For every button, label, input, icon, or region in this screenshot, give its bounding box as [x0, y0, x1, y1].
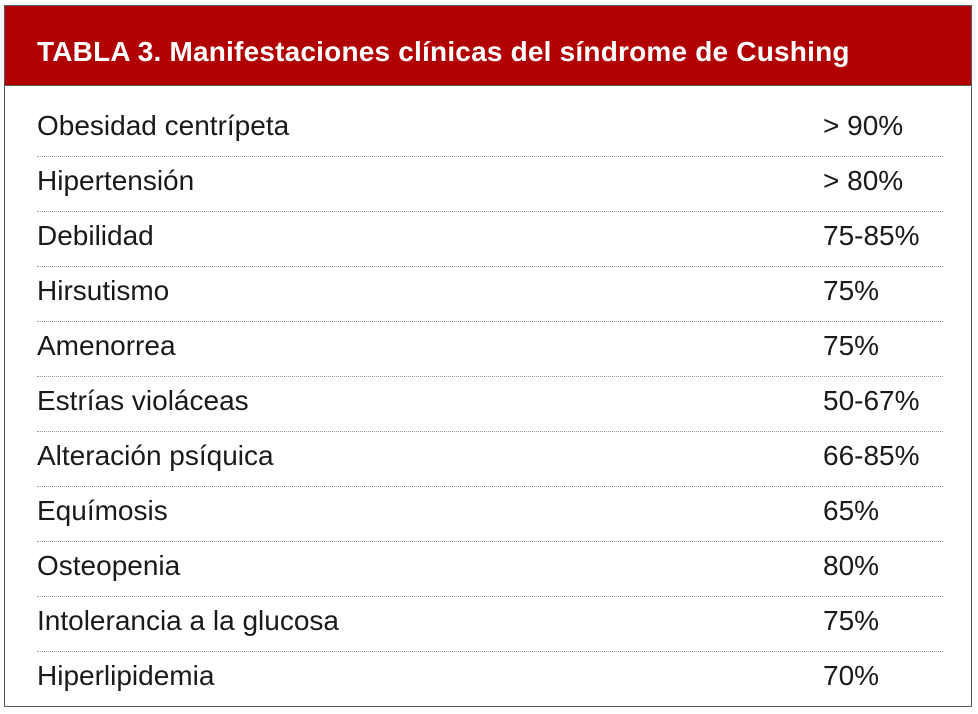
- table-title: TABLA 3. Manifestaciones clínicas del sí…: [37, 36, 850, 67]
- row-value: 75%: [823, 605, 880, 636]
- table-row: Obesidad centrípeta > 90%: [37, 102, 943, 157]
- row-label: Estrías violáceas: [37, 385, 249, 416]
- row-value: 75%: [823, 330, 880, 361]
- row-value: 75%: [823, 275, 880, 306]
- table-row: Alteración psíquica 66-85%: [37, 432, 943, 487]
- table-row: Intolerancia a la glucosa 75%: [37, 597, 943, 652]
- row-label: Amenorrea: [37, 330, 176, 361]
- row-label: Hirsutismo: [37, 275, 170, 306]
- table-row: Estrías violáceas 50-67%: [37, 377, 943, 432]
- table-body: Obesidad centrípeta > 90% Hipertensión >…: [37, 102, 943, 707]
- row-value: > 90%: [823, 110, 904, 141]
- row-label: Alteración psíquica: [37, 440, 274, 471]
- row-label: Hiperlipidemia: [37, 660, 215, 691]
- row-value: 75-85%: [823, 220, 920, 251]
- row-value: 65%: [823, 495, 880, 526]
- table-row: Osteopenia 80%: [37, 542, 943, 597]
- table-row: Hiperlipidemia 70%: [37, 652, 943, 707]
- row-value: 66-85%: [823, 440, 920, 471]
- row-value: > 80%: [823, 165, 904, 196]
- row-value: 80%: [823, 550, 880, 581]
- table-row: Amenorrea 75%: [37, 322, 943, 377]
- row-label: Debilidad: [37, 220, 154, 251]
- table-header: TABLA 3. Manifestaciones clínicas del sí…: [5, 6, 971, 86]
- row-value: 70%: [823, 660, 880, 691]
- row-label: Osteopenia: [37, 550, 181, 581]
- table-row: Equímosis 65%: [37, 487, 943, 542]
- row-label: Hipertensión: [37, 165, 195, 196]
- clinical-manifestations-table: TABLA 3. Manifestaciones clínicas del sí…: [4, 5, 972, 707]
- table-row: Debilidad 75-85%: [37, 212, 943, 267]
- table-row: Hipertensión > 80%: [37, 157, 943, 212]
- row-label: Equímosis: [37, 495, 168, 526]
- row-label: Obesidad centrípeta: [37, 110, 290, 141]
- table-row: Hirsutismo 75%: [37, 267, 943, 322]
- row-label: Intolerancia a la glucosa: [37, 605, 339, 636]
- row-value: 50-67%: [823, 385, 920, 416]
